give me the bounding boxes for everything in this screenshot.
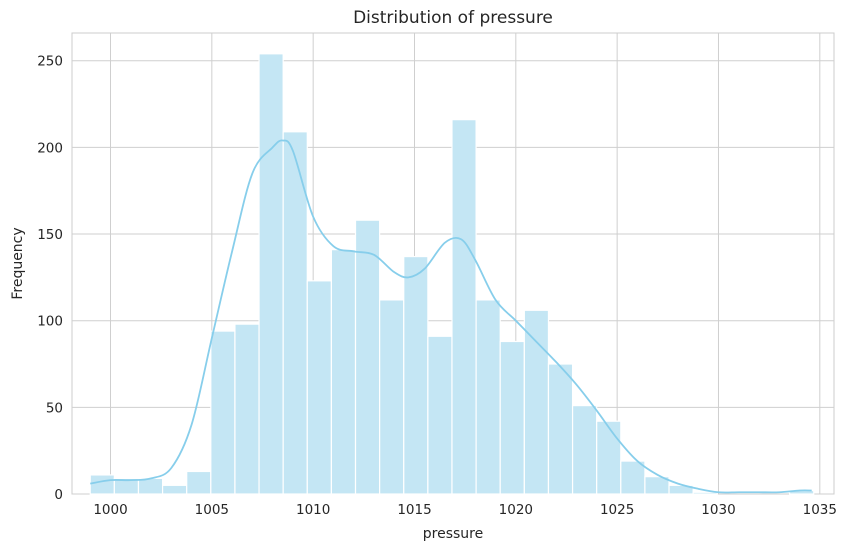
y-axis-label: Frequency [10, 227, 26, 299]
histogram-bar [137, 477, 164, 495]
x-tick-label: 1000 [93, 502, 127, 518]
histogram-bar [475, 299, 501, 495]
x-tick-label: 1030 [701, 502, 735, 518]
histogram-bar [161, 484, 188, 495]
y-tick-label: 200 [37, 140, 63, 156]
histogram-bar [89, 474, 115, 495]
chart-title: Distribution of pressure [353, 8, 553, 28]
x-axis-label: pressure [423, 526, 483, 542]
x-tick-label: 1015 [397, 502, 431, 518]
histogram-bar [499, 340, 525, 495]
x-tick-label: 1035 [803, 502, 837, 518]
histogram-bar [306, 280, 333, 495]
x-tick-label: 1005 [195, 502, 229, 518]
histogram-bar [282, 131, 308, 495]
histogram-bar [379, 299, 405, 495]
histogram-bar [523, 309, 550, 495]
histogram-bar [692, 491, 718, 495]
histogram-bar [427, 335, 453, 495]
histogram-bars [89, 53, 815, 495]
y-tick-label: 250 [37, 54, 63, 70]
histogram-bar [451, 119, 477, 495]
histogram-bar [330, 249, 357, 495]
histogram-bar [620, 460, 646, 495]
histogram-bar [596, 420, 622, 495]
x-tick-label: 1025 [600, 502, 634, 518]
y-tick-label: 100 [37, 314, 63, 330]
histogram-bar [547, 363, 574, 495]
histogram-bar [234, 323, 260, 495]
histogram-bar [210, 330, 236, 495]
x-tick-label: 1010 [296, 502, 330, 518]
histogram-bar [403, 255, 429, 495]
axis-ticks: 1000 1005 1010 1015 1020 1025 1030 1035 0 50 100 15… [37, 54, 837, 518]
histogram-bar [186, 470, 212, 495]
histogram-bar [258, 53, 284, 495]
kde-curve [90, 139, 812, 494]
histogram-bar [354, 219, 381, 495]
histogram-bar [571, 405, 598, 495]
y-tick-label: 150 [37, 227, 63, 243]
x-tick-label: 1020 [499, 502, 533, 518]
y-tick-label: 0 [54, 487, 63, 503]
y-tick-label: 50 [46, 400, 63, 416]
